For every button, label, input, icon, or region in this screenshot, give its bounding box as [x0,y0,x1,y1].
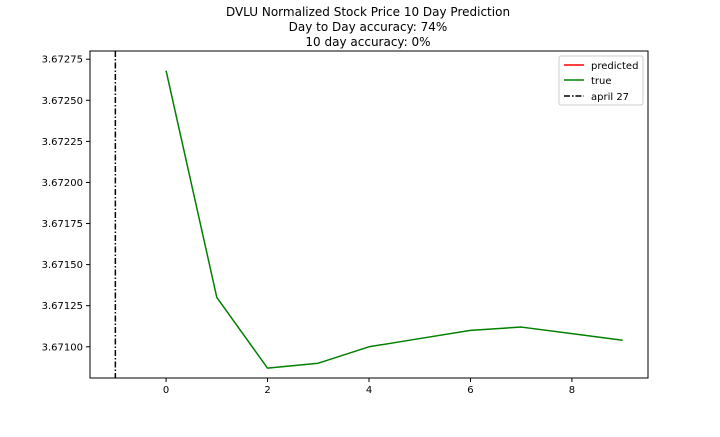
axes: 0 2 4 6 8 3.67100 3.67125 3.67150 3.67175 3.67200… [42,50,649,396]
y-tick-label: 3.67275 [42,55,83,66]
y-tick-label: 3.67200 [42,178,83,189]
x-tick-label: 4 [366,385,372,396]
legend-box [558,55,644,106]
title-line-1: DVLU Normalized Stock Price 10 Day Predi… [226,5,510,19]
title-line-3: 10 day accuracy: 0% [305,35,430,49]
y-tick-label: 3.67225 [42,137,83,148]
y-tick-label: 3.67175 [42,219,83,230]
y-tick-label: 3.67250 [42,96,83,107]
x-tick-label: 8 [569,385,575,396]
y-tick-label: 3.67150 [42,260,83,271]
y-tick-label: 3.67125 [42,301,83,312]
legend-label-true: true [591,76,612,87]
x-tick-label: 6 [467,385,473,396]
legend-label-april-27: april 27 [591,92,629,103]
legend: predicted true april 27 [558,55,644,106]
plot-area [114,51,623,378]
x-tick-label: 0 [163,385,169,396]
series-line-true [165,70,623,369]
chart-title: DVLU Normalized Stock Price 10 Day Predi… [226,5,510,49]
legend-label-predicted: predicted [591,61,638,72]
title-line-2: Day to Day accuracy: 74% [289,20,448,34]
x-tick-label: 2 [264,385,270,396]
y-tick-label: 3.67100 [42,342,83,353]
